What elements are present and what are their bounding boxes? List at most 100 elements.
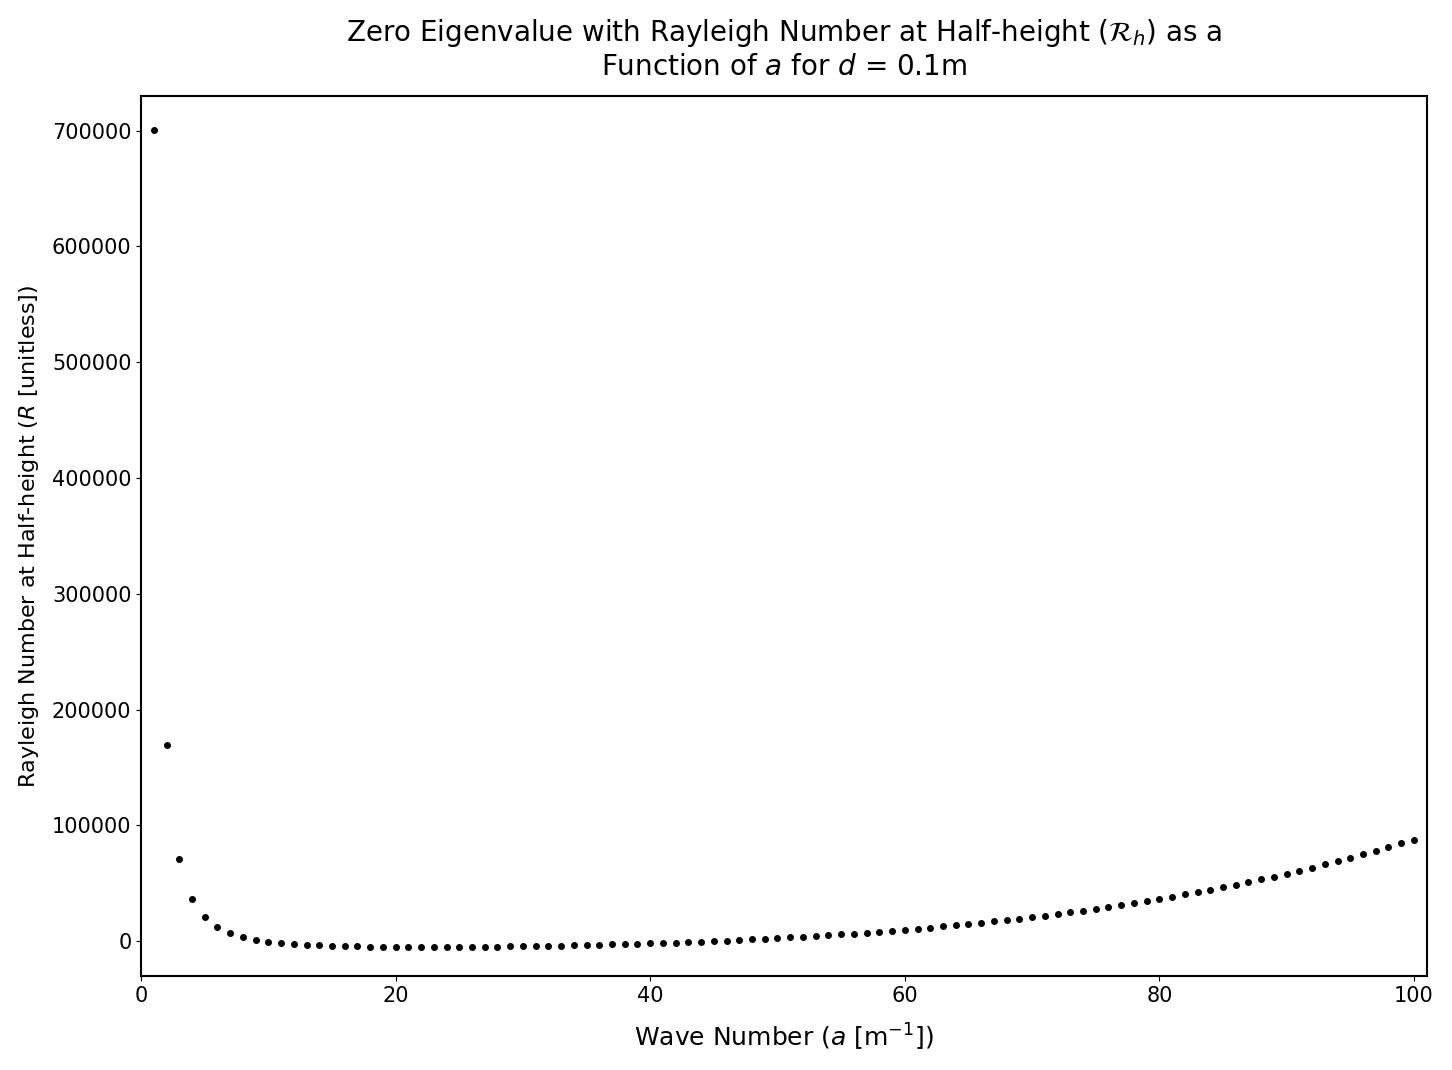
Point	[588, 936, 611, 953]
Point	[155, 736, 179, 753]
Point	[1122, 895, 1146, 912]
Point	[1186, 884, 1210, 901]
Point	[1147, 890, 1170, 907]
Point	[626, 935, 649, 952]
Point	[778, 929, 802, 946]
Point	[244, 931, 267, 948]
Point	[396, 938, 420, 956]
Point	[868, 923, 892, 941]
Point	[511, 937, 534, 954]
Point	[1390, 835, 1413, 852]
Point	[601, 936, 624, 953]
Point	[1085, 900, 1108, 917]
Y-axis label: Rayleigh Number at Half-height ($R$ [unitless]): Rayleigh Number at Half-height ($R$ [uni…	[16, 285, 41, 788]
Point	[282, 935, 305, 952]
Point	[664, 934, 687, 951]
Point	[791, 928, 815, 945]
Point	[639, 935, 662, 952]
Point	[1275, 865, 1298, 882]
Point	[372, 938, 395, 956]
Point	[842, 924, 865, 942]
Point	[893, 921, 916, 938]
Point	[409, 938, 433, 956]
Point	[931, 918, 954, 935]
Point	[1045, 905, 1069, 922]
Point	[652, 934, 675, 951]
Point	[1072, 902, 1095, 919]
Point	[524, 937, 547, 954]
Point	[549, 937, 572, 954]
Point	[1326, 853, 1349, 870]
Point	[855, 924, 878, 942]
Point	[333, 937, 356, 954]
Point	[575, 936, 598, 953]
Point	[1352, 845, 1375, 862]
Point	[473, 938, 497, 956]
Point	[385, 938, 408, 956]
Point	[944, 917, 967, 934]
Point	[829, 926, 852, 943]
Point	[995, 912, 1018, 929]
Point	[562, 936, 585, 953]
Point	[1109, 897, 1133, 914]
Point	[1198, 882, 1221, 899]
Point	[167, 851, 190, 868]
Point	[447, 938, 470, 956]
Point	[321, 937, 344, 954]
Point	[1288, 862, 1311, 880]
Point	[142, 122, 166, 139]
Point	[359, 938, 382, 956]
Point	[1034, 907, 1057, 924]
Point	[957, 916, 980, 933]
Point	[714, 932, 738, 949]
Point	[1135, 892, 1159, 910]
X-axis label: Wave Number ($a$ [m$^{-1}$]): Wave Number ($a$ [m$^{-1}$])	[635, 1022, 934, 1053]
Point	[1021, 908, 1044, 926]
Point	[1237, 873, 1260, 890]
Point	[1376, 839, 1400, 856]
Point	[613, 935, 636, 952]
Point	[1160, 888, 1183, 905]
Point	[880, 922, 903, 939]
Point	[219, 924, 242, 942]
Point	[727, 931, 751, 948]
Title: Zero Eigenvalue with Rayleigh Number at Half-height ($\mathcal{R}_h$) as a
Funct: Zero Eigenvalue with Rayleigh Number at …	[346, 17, 1223, 81]
Point	[1096, 899, 1119, 916]
Point	[295, 936, 318, 953]
Point	[1363, 842, 1387, 859]
Point	[498, 937, 521, 954]
Point	[906, 920, 929, 937]
Point	[257, 933, 280, 950]
Point	[423, 938, 446, 956]
Point	[486, 938, 510, 956]
Point	[1008, 910, 1031, 927]
Point	[308, 937, 331, 954]
Point	[270, 934, 293, 951]
Point	[970, 914, 993, 931]
Point	[982, 913, 1005, 930]
Point	[817, 927, 841, 944]
Point	[1339, 850, 1362, 867]
Point	[1262, 868, 1285, 885]
Point	[1403, 831, 1426, 849]
Point	[677, 933, 700, 950]
Point	[1224, 876, 1247, 893]
Point	[1313, 856, 1336, 873]
Point	[180, 890, 203, 907]
Point	[804, 928, 828, 945]
Point	[1250, 871, 1273, 888]
Point	[206, 919, 229, 936]
Point	[919, 919, 942, 936]
Point	[1211, 878, 1234, 896]
Point	[346, 938, 369, 956]
Point	[765, 930, 788, 947]
Point	[460, 938, 484, 956]
Point	[1173, 886, 1196, 903]
Point	[703, 933, 726, 950]
Point	[741, 931, 764, 948]
Point	[537, 937, 560, 954]
Point	[1059, 904, 1082, 921]
Point	[436, 938, 459, 956]
Point	[231, 929, 254, 946]
Point	[690, 933, 713, 950]
